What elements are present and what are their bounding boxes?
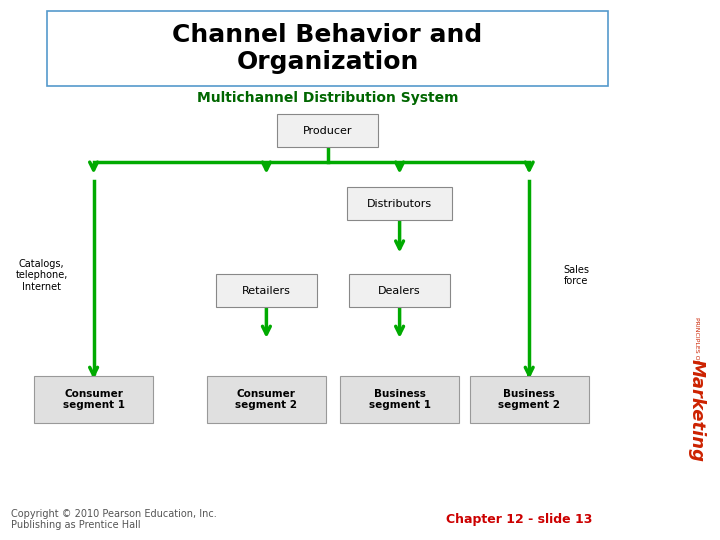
Text: Business
segment 1: Business segment 1 bbox=[369, 389, 431, 410]
FancyBboxPatch shape bbox=[469, 376, 589, 423]
FancyBboxPatch shape bbox=[341, 376, 459, 423]
Text: Channel Behavior and
Organization: Channel Behavior and Organization bbox=[173, 23, 482, 75]
Text: Retailers: Retailers bbox=[242, 286, 291, 295]
Text: Distributors: Distributors bbox=[367, 199, 432, 208]
FancyBboxPatch shape bbox=[277, 114, 378, 147]
Text: Consumer
segment 2: Consumer segment 2 bbox=[235, 389, 297, 410]
FancyBboxPatch shape bbox=[207, 376, 325, 423]
Text: Chapter 12 - slide 13: Chapter 12 - slide 13 bbox=[446, 513, 593, 526]
Text: Business
segment 2: Business segment 2 bbox=[498, 389, 560, 410]
Text: Sales
force: Sales force bbox=[563, 265, 589, 286]
Text: Catalogs,
telephone,
Internet: Catalogs, telephone, Internet bbox=[16, 259, 68, 292]
Text: Multichannel Distribution System: Multichannel Distribution System bbox=[197, 91, 459, 105]
Text: Copyright © 2010 Pearson Education, Inc.
Publishing as Prentice Hall: Copyright © 2010 Pearson Education, Inc.… bbox=[11, 509, 217, 530]
FancyBboxPatch shape bbox=[349, 274, 450, 307]
Text: Marketing: Marketing bbox=[688, 359, 706, 462]
FancyBboxPatch shape bbox=[47, 11, 608, 86]
FancyBboxPatch shape bbox=[35, 376, 153, 423]
Text: PRINCIPLES OF: PRINCIPLES OF bbox=[695, 317, 699, 363]
FancyBboxPatch shape bbox=[348, 187, 452, 220]
Text: Producer: Producer bbox=[303, 126, 352, 136]
Text: Dealers: Dealers bbox=[378, 286, 421, 295]
Text: Consumer
segment 1: Consumer segment 1 bbox=[63, 389, 125, 410]
FancyBboxPatch shape bbox=[216, 274, 317, 307]
